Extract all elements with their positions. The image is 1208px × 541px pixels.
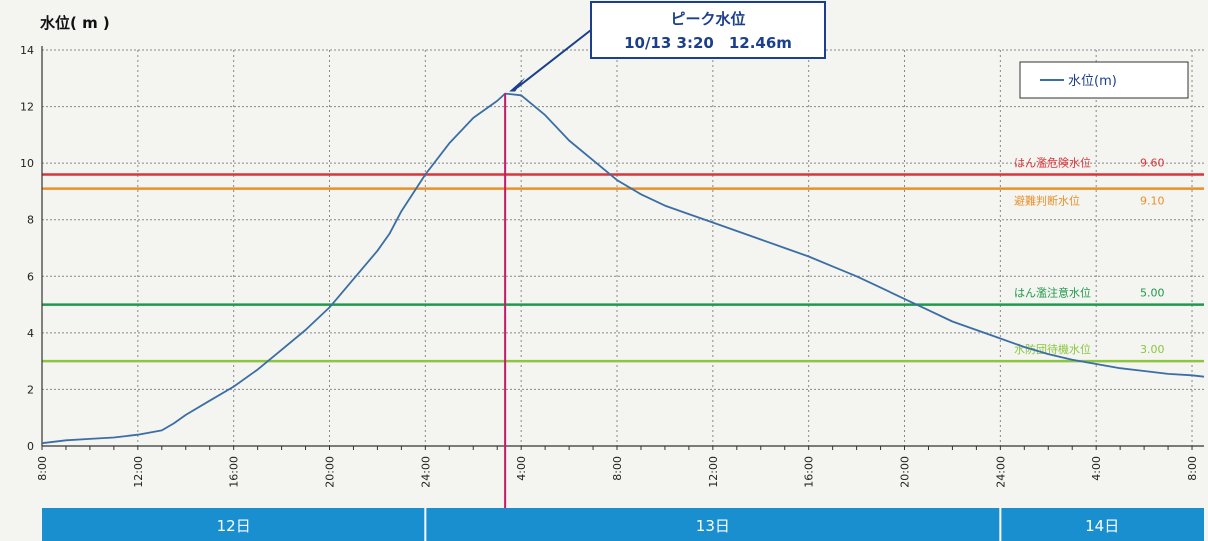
y-tick-label: 14 (20, 44, 34, 57)
x-tick-label: 16:00 (803, 456, 816, 488)
peak-arrow-head (509, 77, 526, 92)
peak-group: ピーク水位 10/13 3:20 12.46m (504, 1, 826, 541)
x-tick-label: 8:00 (1186, 456, 1199, 481)
series-group (41, 92, 1205, 445)
x-tick-label: 4:00 (1090, 456, 1103, 481)
y-tick-label: 8 (27, 214, 34, 227)
threshold-label: はん濫危険水位 (1014, 155, 1091, 169)
threshold-label: はん濫注意水位 (1014, 286, 1091, 300)
series-line (41, 92, 1205, 445)
y-tick-label: 6 (27, 270, 34, 283)
day-label: 13日 (696, 517, 730, 535)
day-segment (1000, 508, 1204, 541)
x-tick-label: 4:00 (515, 456, 528, 481)
axes: 0 2 4 6 8 10 12 14 8:00 12:00 16:00 20:00 24:00 4:00 8… (20, 44, 1204, 488)
y-tick-label: 4 (27, 327, 34, 340)
peak-arrow-line (516, 29, 592, 89)
x-tick-label: 20:00 (324, 456, 337, 488)
x-tick-label: 16:00 (228, 456, 241, 488)
y-tick-label: 12 (20, 101, 34, 114)
y-tick-label: 2 (27, 383, 34, 396)
threshold-label: 水防団待機水位 (1014, 342, 1091, 356)
peak-callout-title: ピーク水位 (670, 10, 745, 28)
y-tick-label: 10 (20, 157, 34, 170)
y-tick-label: 0 (27, 440, 34, 453)
day-bar: 12日 13日 14日 (42, 508, 1204, 541)
x-tick-label: 24:00 (419, 456, 432, 488)
peak-callout-detail: 10/13 3:20 12.46m (624, 34, 792, 52)
day-label: 14日 (1085, 517, 1119, 535)
legend: 水位(m) (1019, 61, 1189, 99)
threshold-label: 避難判断水位 (1014, 194, 1080, 208)
y-axis-label: 水位( m ) (40, 14, 110, 32)
threshold-value: 5.00 (1140, 287, 1165, 300)
x-tick-label: 8:00 (611, 456, 624, 481)
x-tick-label: 12:00 (132, 456, 145, 488)
x-tick-label: 24:00 (994, 456, 1007, 488)
threshold-lines: はん濫危険水位 9.60 避難判断水位 9.10 はん濫注意水位 5.00 水防団待機水位 3… (42, 155, 1204, 363)
legend-label: 水位(m) (1068, 74, 1117, 89)
day-label: 12日 (217, 517, 251, 535)
day-segment (42, 508, 426, 541)
threshold-value: 9.10 (1140, 195, 1165, 208)
x-tick-label: 12:00 (707, 456, 720, 488)
day-segment (425, 508, 1001, 541)
x-tick-label: 8:00 (36, 456, 49, 481)
x-tick-label: 20:00 (899, 456, 912, 488)
threshold-value: 9.60 (1140, 156, 1165, 169)
threshold-value: 3.00 (1140, 343, 1165, 356)
peak-callout-box (590, 1, 826, 59)
